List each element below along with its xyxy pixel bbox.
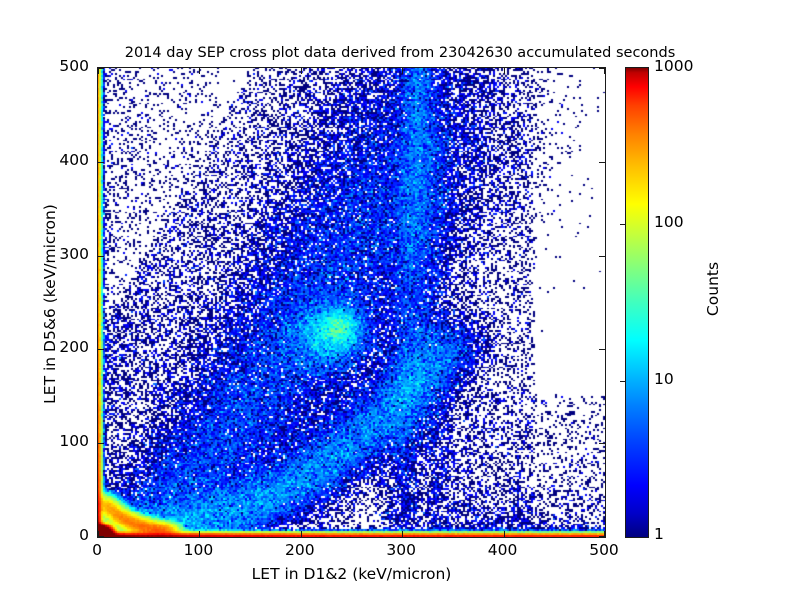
y-tick-0: [599, 536, 605, 537]
x-tick-100: [199, 531, 200, 537]
x-tick-label-200: 200: [285, 541, 315, 559]
x-tick-label-0: 0: [92, 541, 102, 559]
y-axis-tick-labels: 0 100 200 300 400 500: [0, 0, 89, 600]
x-tick-400: [504, 68, 505, 74]
y-tick-500: [98, 68, 104, 69]
y-tick-label-200: 200: [59, 338, 89, 357]
colorbar-tick-100: [620, 224, 626, 225]
y-tick-200: [98, 349, 104, 350]
x-axis-title: LET in D1&2 (keV/micron): [251, 565, 452, 583]
density-scatter-plot: [98, 68, 605, 537]
y-tick-300: [599, 256, 605, 257]
colorbar-gradient: [626, 68, 648, 537]
plot-area: [97, 67, 606, 538]
colorbar-label-10: 10: [654, 369, 674, 388]
y-tick-200: [599, 349, 605, 350]
x-tick-label-400: 400: [487, 541, 518, 559]
colorbar: [620, 67, 649, 538]
y-tick-label-0: 0: [79, 526, 89, 544]
title-line-1: 2014 day SEP cross plot data derived fro…: [124, 45, 676, 61]
y-tick-100: [98, 443, 104, 444]
y-tick-label-100: 100: [59, 432, 89, 451]
x-tick-label-100: 100: [183, 541, 214, 559]
y-tick-500: [599, 68, 605, 69]
x-tick-300: [402, 68, 403, 74]
colorbar-tick-10: [620, 381, 626, 382]
colorbar-title: Counts: [704, 261, 722, 317]
colorbar-label-1: 1: [654, 525, 664, 543]
y-axis-title: LET in D5&6 (keV/micron): [41, 204, 59, 404]
x-tick-0: [98, 531, 99, 537]
x-tick-500: [604, 531, 605, 537]
x-tick-200: [301, 68, 302, 74]
y-tick-100: [599, 443, 605, 444]
y-tick-label-400: 400: [59, 150, 89, 169]
y-tick-label-300: 300: [59, 244, 89, 263]
x-tick-500: [604, 68, 605, 74]
y-tick-300: [98, 256, 104, 257]
y-tick-400: [98, 162, 104, 163]
x-tick-300: [402, 531, 403, 537]
x-tick-0: [98, 68, 99, 74]
y-tick-label-500: 500: [59, 57, 89, 75]
colorbar-label-1000: 1000: [654, 57, 694, 75]
x-tick-label-500: 500: [589, 541, 619, 559]
x-tick-100: [199, 68, 200, 74]
x-tick-200: [301, 531, 302, 537]
colorbar-label-100: 100: [654, 213, 684, 232]
x-tick-400: [504, 531, 505, 537]
y-tick-0: [98, 536, 104, 537]
x-tick-label-300: 300: [386, 541, 416, 559]
y-tick-400: [599, 162, 605, 163]
